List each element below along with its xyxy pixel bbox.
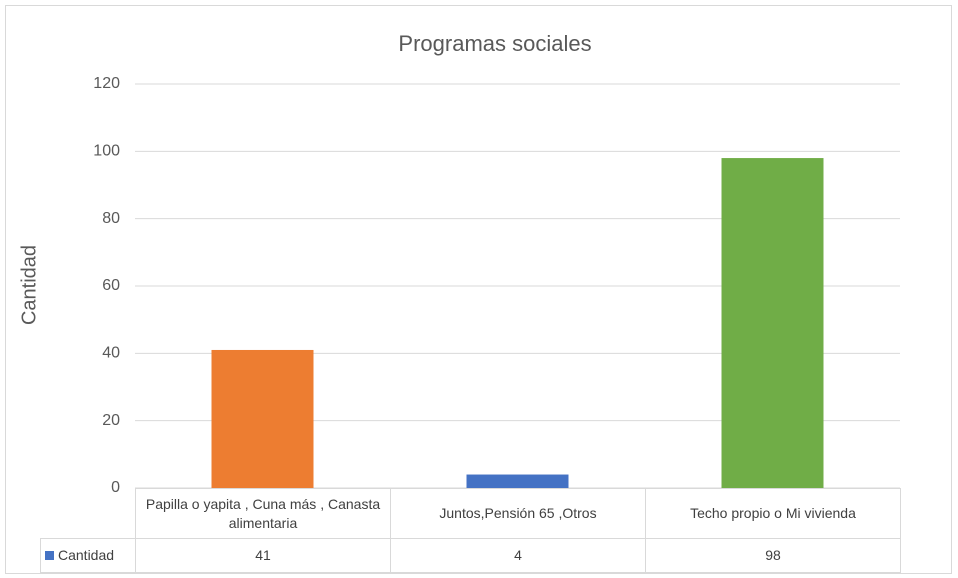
value-cell: 4 (390, 538, 646, 573)
y-tick-label: 120 (93, 75, 120, 92)
category-cell: Juntos,Pensión 65 ,Otros (390, 488, 646, 539)
y-tick-label: 60 (102, 277, 120, 294)
y-axis-label: Cantidad (18, 245, 40, 325)
legend-cell: Cantidad (40, 538, 136, 573)
legend-key (45, 551, 54, 560)
legend-label: Cantidad (58, 547, 115, 564)
category-cell: Techo propio o Mi vivienda (645, 488, 901, 539)
bar (211, 349, 314, 488)
y-tick-label: 0 (111, 479, 120, 496)
y-tick-label: 80 (102, 210, 120, 227)
category-cell: Papilla o yapita , Cuna más , Canasta al… (135, 488, 391, 539)
bar (466, 474, 569, 488)
chart-title: Programas sociales (398, 31, 591, 56)
value-cell: 41 (135, 538, 391, 573)
bar (721, 158, 824, 489)
value-cell: 98 (645, 538, 901, 573)
y-tick-label: 20 (102, 412, 120, 429)
y-tick-label: 100 (93, 143, 120, 160)
y-tick-label: 40 (102, 345, 120, 362)
